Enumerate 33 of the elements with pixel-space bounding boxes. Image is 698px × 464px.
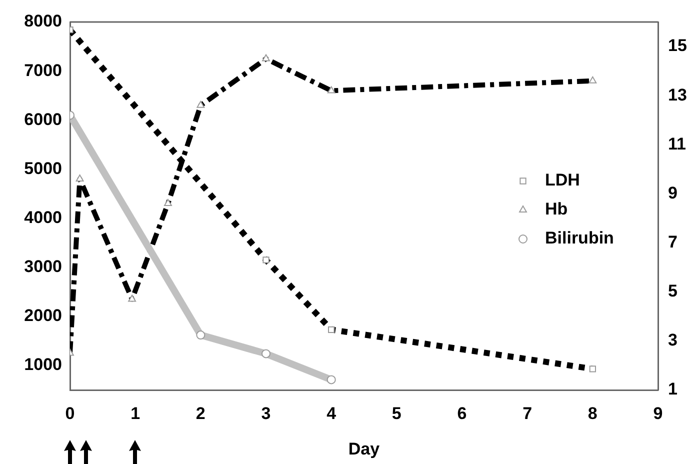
y-tick-label: 1000 <box>24 355 62 374</box>
y2-tick-label: 3 <box>668 330 678 350</box>
x-tick-label: 7 <box>522 404 532 423</box>
legend-label: LDH <box>545 170 580 190</box>
x-tick-label: 8 <box>588 404 598 423</box>
x-tick-label: 4 <box>326 404 337 423</box>
x-tick-label: 1 <box>130 404 140 423</box>
point <box>326 375 336 384</box>
legend-label: Hb <box>545 200 568 219</box>
y-tick-label: 3000 <box>24 257 62 276</box>
y-tick-label: 2000 <box>24 306 62 326</box>
y-tick-label: 6000 <box>24 110 62 129</box>
y2-tick-label: 15 <box>668 36 687 56</box>
point <box>196 330 206 340</box>
y-tick-label: 4000 <box>24 208 62 227</box>
y2-tick-label: 1 <box>668 380 678 399</box>
legend-label: Bilirubin <box>545 228 614 248</box>
y2-tick-label: 5 <box>668 282 678 301</box>
x-tick-label: 0 <box>65 404 75 423</box>
x-tick-label: 5 <box>392 404 402 423</box>
x-tick-label: 9 <box>653 404 663 423</box>
y-tick-label: 5000 <box>24 158 62 178</box>
y2-tick-label: 11 <box>668 134 686 154</box>
y-tick-label: 7000 <box>24 60 62 80</box>
point <box>262 349 270 358</box>
y-tick-label: 8000 <box>24 12 62 31</box>
x-axis-title: Day <box>348 439 380 458</box>
x-tick-label: 2 <box>196 404 206 423</box>
x-tick-label: 6 <box>457 404 467 423</box>
y2-tick-label: 9 <box>668 183 678 202</box>
y2-tick-label: 7 <box>668 232 678 252</box>
y2-tick-label: 13 <box>668 85 687 104</box>
x-tick-label: 3 <box>261 404 271 423</box>
